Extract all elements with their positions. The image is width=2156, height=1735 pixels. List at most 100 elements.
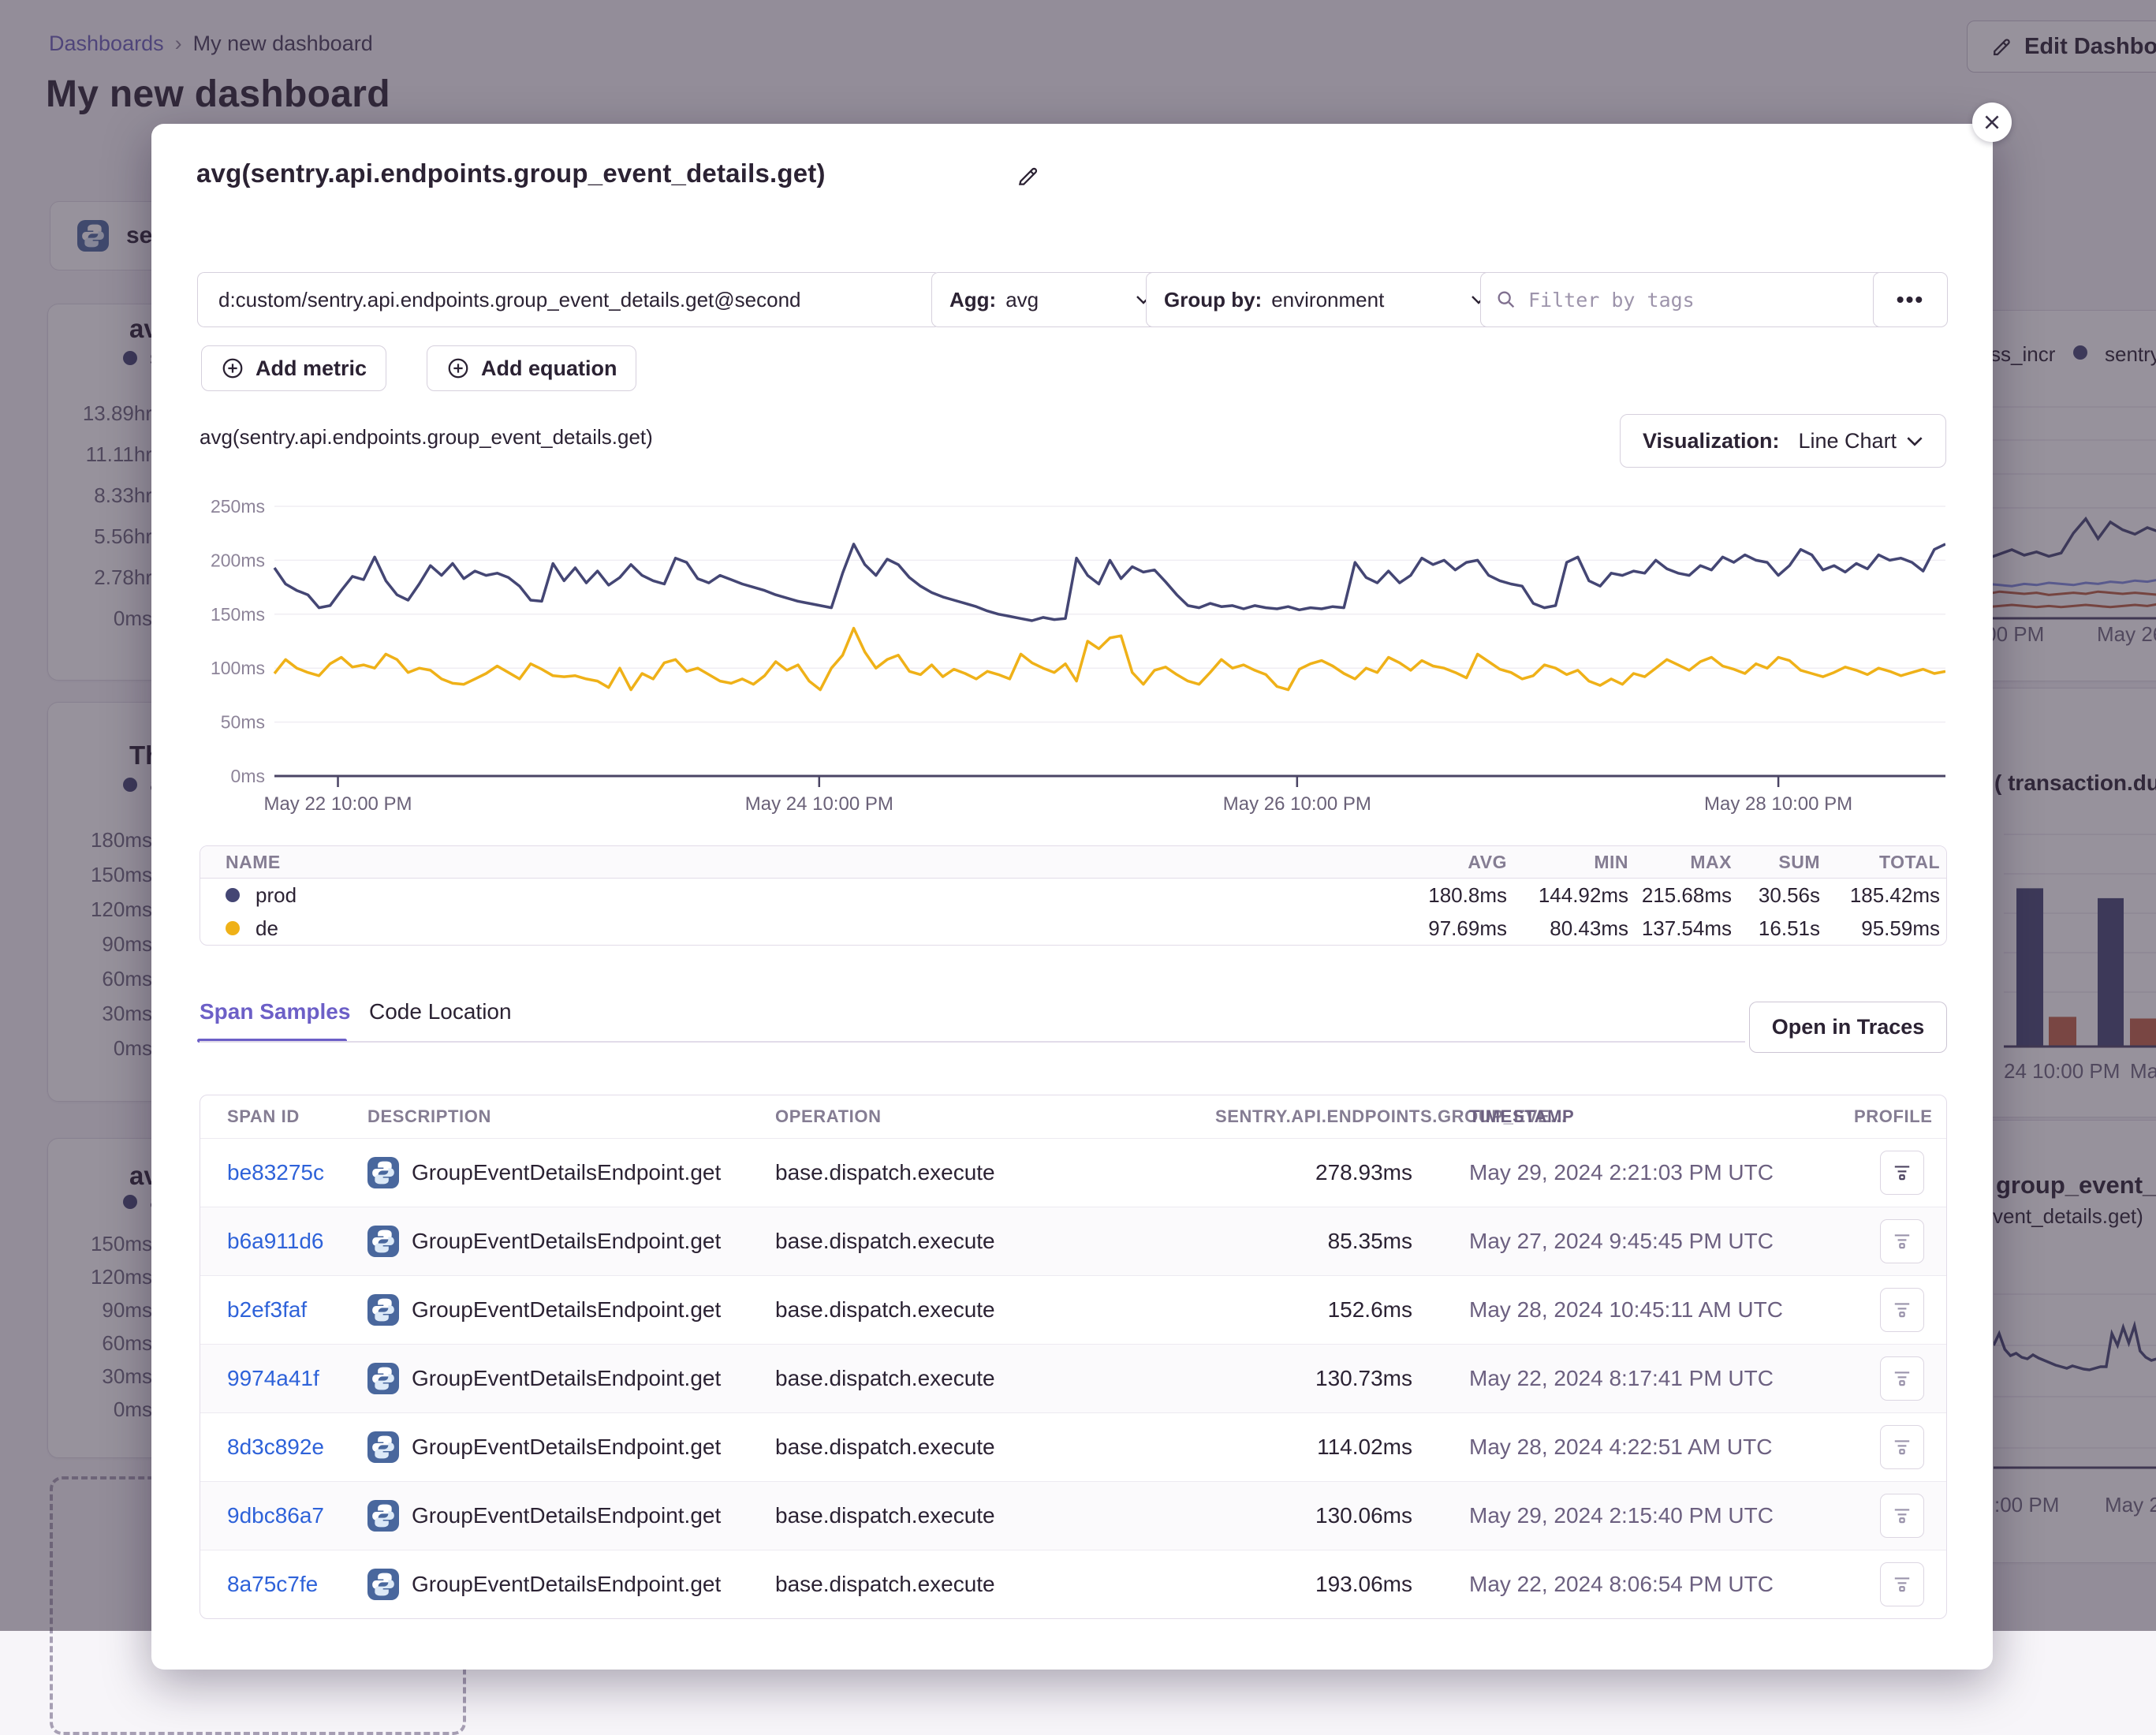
svg-text:May 28 10:00 PM: May 28 10:00 PM [1704,793,1852,815]
samples-header-2: DESCRIPTION [367,1106,491,1126]
profile-cell [1854,1288,1946,1332]
summary-row[interactable]: de 97.69ms 80.43ms 137.54ms 16.51s 95.59ms [200,912,1946,945]
agg-select[interactable]: Agg: avg [931,272,1169,327]
close-button[interactable] [1972,103,2012,142]
series-label: prod [256,882,297,907]
add-equation-label: Add equation [481,356,617,380]
profile-button[interactable] [1880,1151,1924,1195]
samples-header-3: OPERATION [775,1106,882,1126]
more-options-button[interactable]: ••• [1873,272,1948,327]
summary-header-min: MIN [1594,851,1628,872]
profile-cell [1854,1151,1946,1195]
description-text: GroupEventDetailsEndpoint.get [412,1229,722,1253]
description-text: GroupEventDetailsEndpoint.get [412,1503,722,1528]
profile-button[interactable] [1880,1425,1924,1469]
summary-header-sum: SUM [1778,851,1820,872]
operation-cell: base.dispatch.execute [775,1366,995,1390]
metric-line-chart[interactable]: 0ms 50ms 100ms 150ms 200ms 250ms May 22 10:00 … [200,483,1945,830]
profile-button[interactable] [1880,1562,1924,1606]
timestamp-cell: May 27, 2024 9:45:45 PM UTC [1469,1229,1774,1253]
table-row[interactable]: 8d3c892e GroupEventDetailsEndpoint.get bas… [200,1412,1946,1481]
span-id-link[interactable]: b6a911d6 [227,1229,324,1253]
timestamp-cell: May 28, 2024 4:22:51 AM UTC [1469,1435,1773,1459]
filter-tags-input[interactable]: Filter by tags [1480,272,1891,327]
search-icon [1498,291,1515,308]
description-text: GroupEventDetailsEndpoint.get [412,1572,722,1596]
operation-cell: base.dispatch.execute [775,1572,995,1596]
duration-cell: 114.02ms [1317,1435,1412,1459]
profile-cell [1854,1356,1946,1401]
close-icon [1985,115,1999,129]
summary-row[interactable]: prod 180.8ms 144.92ms 215.68ms 30.56s 185.42m… [200,879,1946,912]
metric-query-value: d:custom/sentry.api.endpoints.group_even… [218,287,801,312]
svg-text:250ms: 250ms [211,496,265,517]
table-row[interactable]: be83275c GroupEventDetailsEndpoint.get bas… [200,1138,1946,1207]
span-id-link[interactable]: 8d3c892e [227,1435,325,1459]
metric-query-input[interactable]: d:custom/sentry.api.endpoints.group_even… [197,272,941,327]
tab-span-samples[interactable]: Span Samples [200,999,351,1024]
series-total: 95.59ms [1861,916,1940,940]
table-row[interactable]: b2ef3faf GroupEventDetailsEndpoint.get bas… [200,1275,1946,1344]
legend-dot-icon [226,921,240,935]
span-id-link[interactable]: 9dbc86a7 [227,1503,325,1528]
plus-circle-icon [448,358,468,379]
active-tab-underline [197,1039,347,1043]
visualization-value: Line Chart [1798,428,1897,453]
span-id-link[interactable]: b2ef3faf [227,1297,308,1322]
python-icon [367,1363,399,1394]
operation-cell: base.dispatch.execute [775,1503,995,1528]
table-row[interactable]: b6a911d6 GroupEventDetailsEndpoint.get bas… [200,1207,1946,1275]
profile-button[interactable] [1880,1494,1924,1538]
table-row[interactable]: 9974a41f GroupEventDetailsEndpoint.get bas… [200,1344,1946,1412]
series-sum: 16.51s [1758,916,1820,940]
duration-cell: 193.06ms [1315,1572,1412,1596]
span-id-link[interactable]: be83275c [227,1160,325,1185]
tab-code-location[interactable]: Code Location [369,999,512,1024]
profile-cell [1854,1562,1946,1606]
series-summary-table: NAME AVG MIN MAX SUM TOTAL prod 180.8ms 144.92ms… [200,845,1947,946]
python-icon [367,1226,399,1257]
description-text: GroupEventDetailsEndpoint.get [412,1435,722,1459]
profile-cell [1854,1494,1946,1538]
samples-header-5: TIMESTAMP [1469,1106,1575,1126]
visualization-label: Visualization: [1642,428,1780,453]
samples-header-6: PROFILE [1854,1106,1933,1126]
profile-button[interactable] [1880,1219,1924,1263]
open-in-traces-button[interactable]: Open in Traces [1749,1002,1947,1053]
span-samples-table: SPAN ID DESCRIPTION OPERATION SENTRY.API.EN… [200,1095,1947,1619]
chevron-down-icon [1907,436,1923,446]
svg-text:200ms: 200ms [211,550,265,570]
span-id-link[interactable]: 9974a41f [227,1366,319,1390]
agg-label: Agg: [949,287,997,312]
series-max: 137.54ms [1641,916,1732,940]
samples-header-4: SENTRY.API.ENDPOINTS.GROUP_EVE… [1215,1106,1568,1126]
python-icon [367,1431,399,1463]
profile-cell [1854,1425,1946,1469]
span-id-cell: 8d3c892e [200,1435,367,1460]
svg-text:May 22 10:00 PM: May 22 10:00 PM [263,793,412,815]
summary-header-name: NAME [226,851,281,872]
edit-title-icon[interactable] [1016,163,1041,188]
add-metric-button[interactable]: Add metric [201,345,387,391]
svg-text:May 24 10:00 PM: May 24 10:00 PM [745,793,893,815]
python-icon [367,1569,399,1600]
table-row[interactable]: 9dbc86a7 GroupEventDetailsEndpoint.get bas… [200,1481,1946,1550]
add-equation-button[interactable]: Add equation [427,345,637,391]
groupby-select[interactable]: Group by: environment [1146,272,1505,327]
profile-flamegraph-icon [1894,1303,1910,1318]
profile-button[interactable] [1880,1288,1924,1332]
profile-flamegraph-icon [1894,1234,1910,1249]
description-text: GroupEventDetailsEndpoint.get [412,1366,722,1390]
span-id-link[interactable]: 8a75c7fe [227,1572,319,1596]
series-total: 185.42ms [1849,882,1940,907]
svg-text:100ms: 100ms [211,658,265,678]
profile-button[interactable] [1880,1356,1924,1401]
table-row[interactable]: 8a75c7fe GroupEventDetailsEndpoint.get bas… [200,1550,1946,1618]
visualization-select[interactable]: Visualization: Line Chart [1620,414,1946,468]
description-cell: GroupEventDetailsEndpoint.get [367,1431,775,1463]
operation-cell: base.dispatch.execute [775,1435,995,1459]
profile-flamegraph-icon [1894,1509,1910,1524]
legend-dot-icon [226,888,240,902]
description-cell: GroupEventDetailsEndpoint.get [367,1294,775,1326]
python-icon [367,1294,399,1326]
